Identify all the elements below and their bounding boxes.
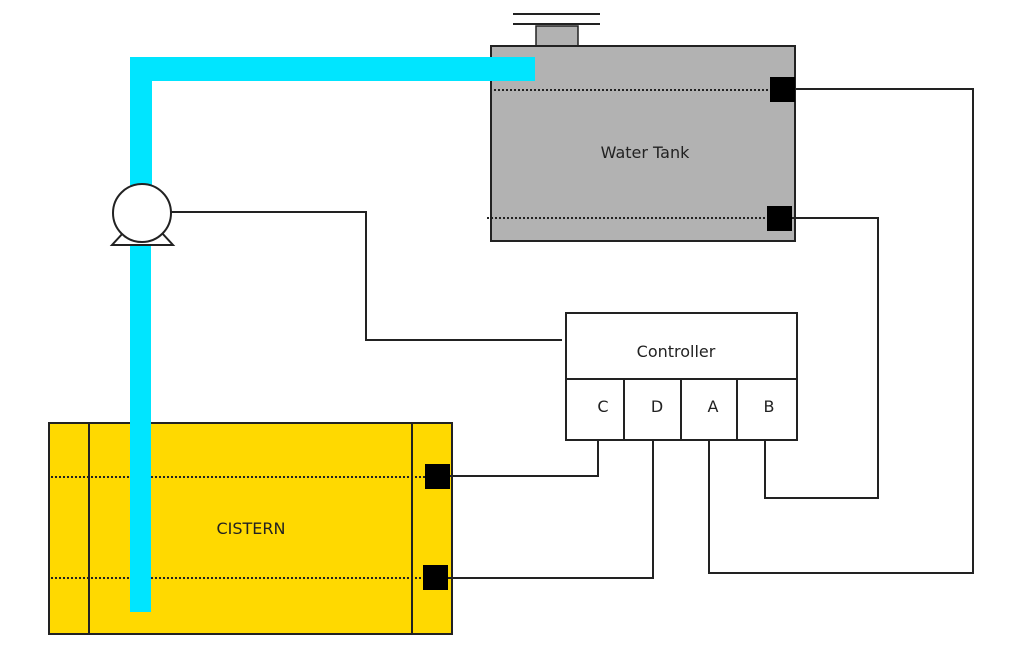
- pipe-horizontal: [130, 57, 535, 81]
- pipe-riser-upper: [130, 57, 152, 189]
- wire-cistern-high-sensor-to-port-c: [450, 440, 599, 477]
- level-sensor-icon: [767, 206, 792, 231]
- controller-port-d: D: [651, 397, 663, 416]
- cistern-body: [48, 422, 453, 635]
- pump-icon: [109, 183, 176, 246]
- cistern: CISTERN: [48, 422, 453, 635]
- controller: Controller C D A B: [565, 312, 798, 441]
- water-tank-cap-neck: [535, 25, 579, 48]
- water-tank-body: [490, 45, 796, 242]
- wiring: [171, 88, 974, 579]
- level-sensor-icon: [425, 464, 450, 489]
- water-pipe: [130, 57, 535, 612]
- water-tank: Water Tank: [487, 13, 796, 242]
- wire-cistern-low-sensor-to-port-d: [447, 440, 654, 579]
- pump-housing: [112, 183, 172, 243]
- controller-port-a: A: [708, 397, 719, 416]
- controller-port-c: C: [597, 397, 608, 416]
- wire-tank-high-sensor-to-port-a: [708, 88, 974, 574]
- water-tank-label: Water Tank: [601, 143, 690, 162]
- controller-label: Controller: [637, 342, 716, 361]
- level-sensors: [423, 77, 795, 590]
- controller-port-b: B: [764, 397, 775, 416]
- level-sensor-icon: [423, 565, 448, 590]
- level-sensor-icon: [770, 77, 795, 102]
- wire-tank-low-sensor-to-port-b: [764, 217, 879, 499]
- wire-pump-to-controller: [171, 211, 562, 341]
- pipe-riser-lower: [130, 240, 151, 612]
- cistern-label: CISTERN: [216, 519, 285, 538]
